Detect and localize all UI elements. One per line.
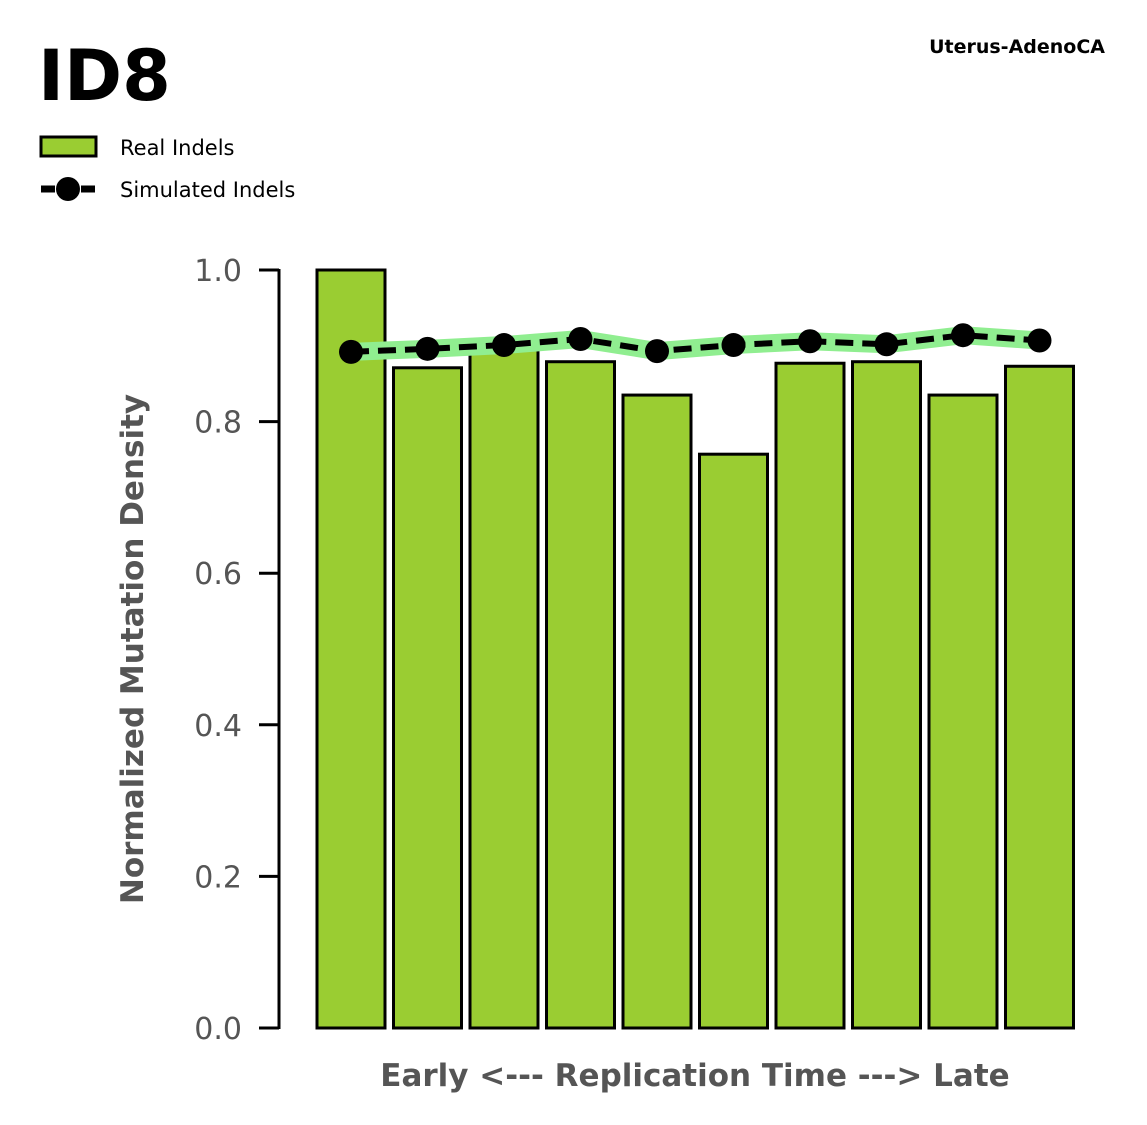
bar bbox=[468, 340, 540, 1030]
simulated-band bbox=[350, 326, 1041, 361]
legend-marker-simulated-indels bbox=[56, 177, 80, 201]
y-axis-label: Normalized Mutation Density bbox=[115, 394, 151, 904]
chart-subtitle: Uterus-AdenoCA bbox=[929, 36, 1105, 58]
bar bbox=[621, 393, 693, 1030]
legend: Real Indels Simulated Indels bbox=[39, 135, 295, 202]
bars bbox=[315, 268, 1075, 1030]
simulated-point bbox=[568, 326, 593, 351]
y-tick-label: 0.6 bbox=[194, 557, 242, 592]
bar bbox=[392, 366, 463, 1030]
simulated-point bbox=[645, 339, 669, 364]
y-tick-label: 0.2 bbox=[194, 860, 242, 895]
simulated-point bbox=[415, 336, 440, 361]
chart-title: ID8 bbox=[38, 35, 171, 117]
simulated-point bbox=[339, 339, 363, 364]
bar bbox=[851, 360, 922, 1030]
bar bbox=[315, 268, 387, 1030]
simulated-point bbox=[874, 332, 899, 357]
y-tick-label: 0.8 bbox=[194, 406, 242, 441]
simulated-point bbox=[951, 323, 975, 348]
legend-swatch-real-indels bbox=[39, 135, 98, 158]
simulated-point bbox=[1027, 328, 1052, 353]
y-axis: 0.0 0.2 0.4 0.6 0.8 1.0 bbox=[194, 254, 281, 1047]
y-tick-label: 1.0 bbox=[194, 254, 242, 289]
x-axis-label: Early <--- Replication Time ---> Late bbox=[380, 1058, 1009, 1094]
bar bbox=[545, 360, 616, 1030]
simulated-series-line bbox=[350, 332, 1040, 355]
simulated-point bbox=[492, 333, 516, 358]
y-tick-label: 0.0 bbox=[194, 1012, 242, 1047]
y-tick-label: 0.4 bbox=[194, 709, 242, 744]
bar bbox=[927, 393, 999, 1030]
simulated-point bbox=[721, 333, 746, 358]
simulated-point bbox=[798, 329, 822, 354]
simulated-line bbox=[339, 323, 1052, 364]
bar bbox=[698, 452, 769, 1030]
legend-label-real-indels: Real Indels bbox=[120, 136, 234, 160]
bar bbox=[774, 361, 846, 1030]
bar bbox=[1004, 364, 1075, 1030]
legend-label-simulated-indels: Simulated Indels bbox=[120, 178, 295, 202]
